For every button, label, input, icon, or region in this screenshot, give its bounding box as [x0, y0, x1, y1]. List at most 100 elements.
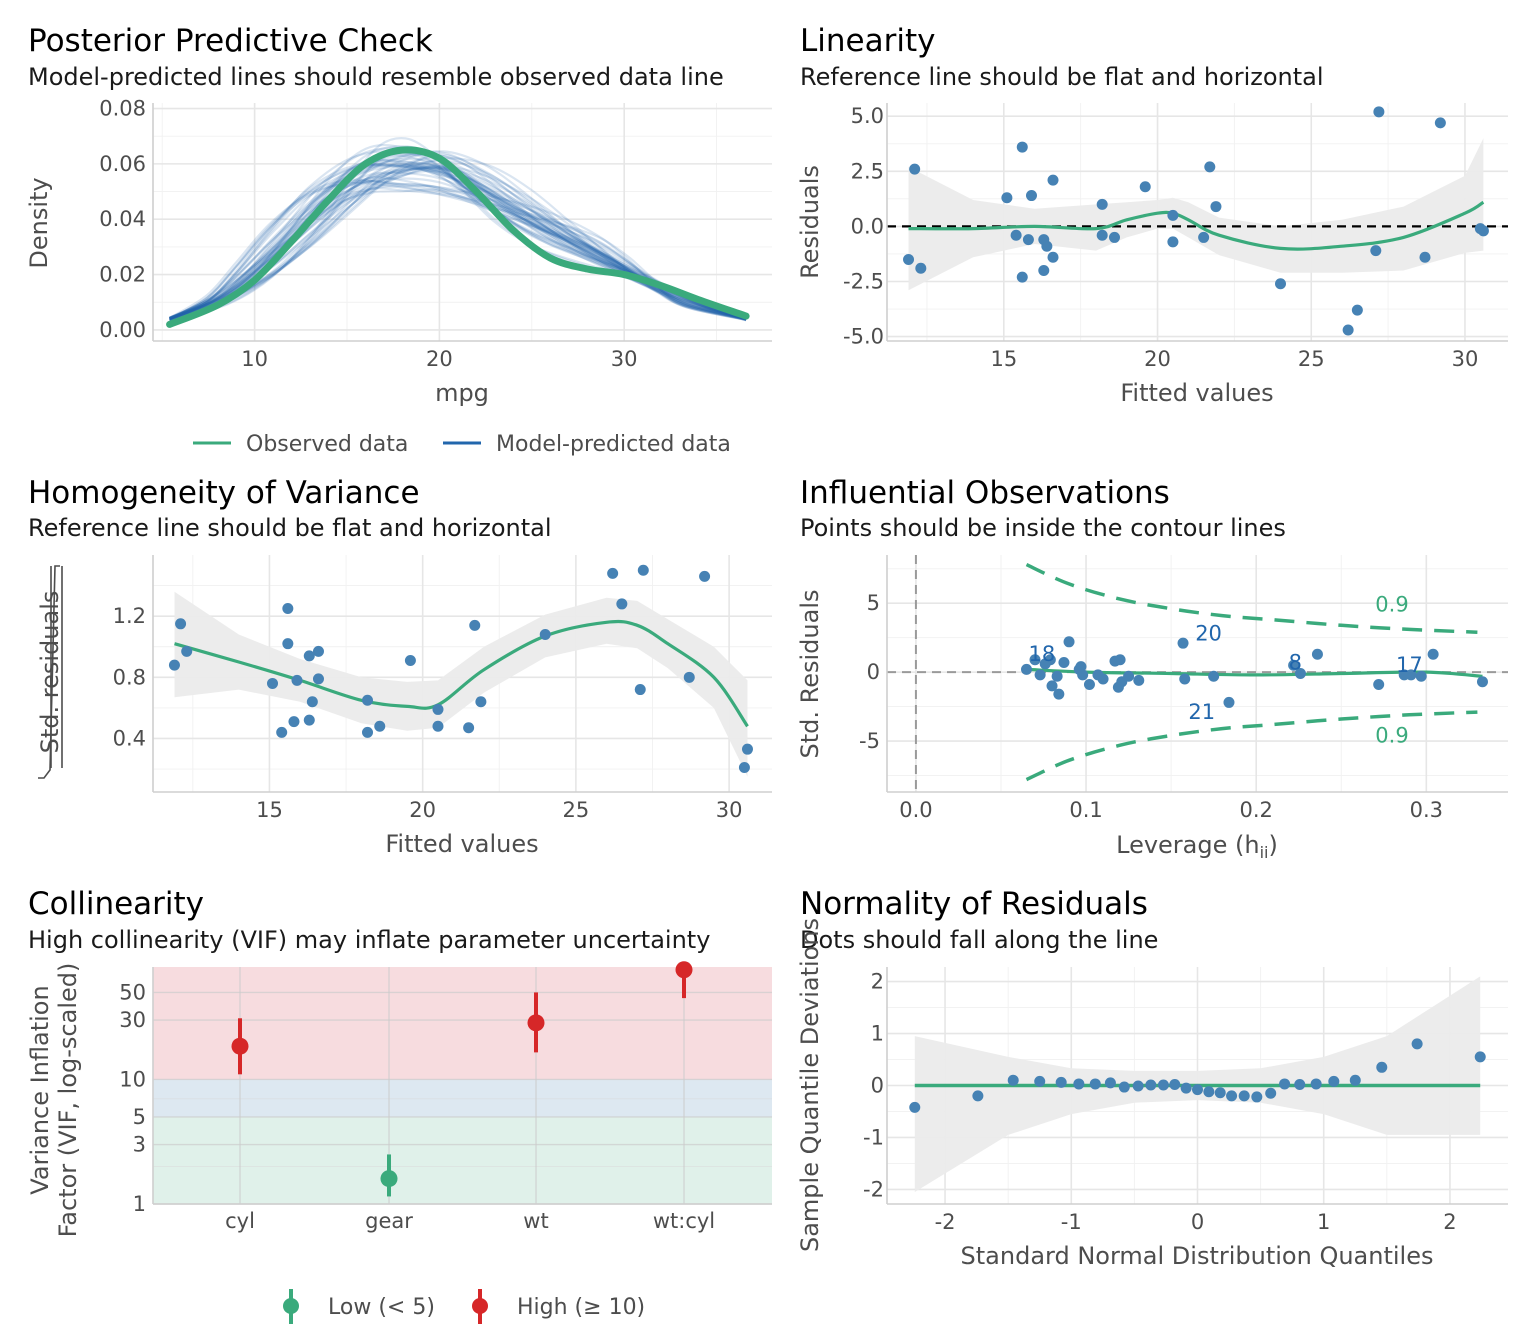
x-tick-label: 15 [990, 347, 1017, 371]
data-point [1192, 1084, 1203, 1096]
data-point [1223, 696, 1235, 708]
observed-density-line [166, 146, 750, 328]
panel-title: Posterior Predictive Check [28, 23, 433, 59]
data-point [1055, 1076, 1067, 1088]
y-tick-label: 0.02 [99, 263, 146, 287]
data-point [463, 722, 475, 734]
data-point [1214, 1087, 1226, 1099]
x-axis-label: mpg [435, 379, 489, 407]
data-point [1351, 304, 1363, 316]
legend: Observed data Model-predicted data [193, 432, 731, 457]
data-point [1238, 1090, 1250, 1102]
data-point [1034, 1075, 1046, 1087]
panel-title: Homogeneity of Variance [28, 475, 420, 511]
data-point [175, 618, 187, 630]
data-point [903, 253, 915, 265]
panel-linearity: Linearity Reference line should be flat … [796, 23, 1508, 407]
data-point [1203, 1086, 1215, 1098]
y-axis-label: Std. Residuals [796, 590, 824, 759]
legend-key-high-dot [472, 1298, 488, 1314]
data-point [1016, 271, 1028, 283]
data-point [1311, 648, 1323, 660]
x-tick-label: 30 [1452, 347, 1479, 371]
data-point [741, 743, 753, 755]
data-point [1204, 161, 1216, 173]
legend-key-low-dot [283, 1298, 299, 1314]
legend: Low (< 5) High (≥ 10) [283, 1289, 645, 1324]
data-point [972, 1090, 984, 1102]
y-tick-label: 1 [133, 1192, 146, 1216]
point-id-label: 8 [1289, 650, 1302, 674]
data-point [1373, 679, 1385, 691]
legend-label-low: Low (< 5) [328, 1295, 435, 1320]
cooks-contour-upper [1025, 563, 1478, 634]
data-point [738, 762, 750, 774]
data-point [1038, 264, 1050, 276]
data-point [1342, 324, 1354, 336]
y-tick-label: 10 [119, 1067, 146, 1091]
data-point [1007, 1074, 1019, 1086]
data-point [637, 564, 649, 576]
data-point [1063, 636, 1075, 648]
data-point [1034, 669, 1046, 681]
loess-line [908, 200, 1485, 251]
panel-normality: Normality of Residuals Dots should fall … [796, 886, 1508, 1270]
data-point [1376, 1061, 1388, 1073]
y-tick-label: 0.06 [99, 152, 146, 176]
data-point [1044, 654, 1056, 666]
x-tick-label: wt:cyl [653, 1209, 715, 1233]
y-tick-label: 0 [871, 1074, 884, 1098]
data-point [909, 163, 921, 175]
data-point [607, 567, 619, 579]
confidence-band [174, 591, 748, 777]
data-point [1097, 673, 1109, 685]
data-point [1041, 240, 1053, 252]
y-tick-label: -2.5 [843, 270, 884, 294]
x-tick-label: 25 [563, 798, 590, 822]
data-point [1419, 251, 1431, 263]
data-point [1210, 201, 1222, 213]
x-axis-label-end: ) [1268, 831, 1277, 859]
x-tick-label: 0.3 [1410, 798, 1443, 822]
data-point [1029, 654, 1041, 666]
x-tick-label: -2 [935, 1210, 956, 1234]
data-point [1157, 1079, 1169, 1091]
legend-label-predicted: Model-predicted data [496, 432, 731, 457]
y-tick-label: 2 [871, 970, 884, 994]
y-axis-label: Std. residuals [36, 591, 64, 754]
plot-area: 15 20 25 30 -5.0 -2.5 0.0 2.5 5.0 [843, 103, 1508, 371]
data-point [1053, 688, 1065, 700]
data-point [1226, 1090, 1238, 1102]
y-tick-label: 50 [119, 980, 146, 1004]
panel-collinearity: Collinearity High collinearity (VIF) may… [26, 886, 772, 1324]
data-point [432, 720, 444, 732]
data-point [1016, 141, 1028, 153]
data-point [915, 262, 927, 274]
y-tick-label: 0 [867, 660, 880, 684]
x-tick-label: -1 [1061, 1210, 1082, 1234]
point-id-label: 18 [1028, 642, 1055, 666]
data-point [1169, 1078, 1181, 1090]
data-point [303, 650, 315, 662]
data-point [291, 674, 303, 686]
data-point [1427, 648, 1439, 660]
plot-area: 10 20 30 0.00 0.02 0.04 0.06 0.08 [99, 97, 772, 371]
panel-subtitle: Points should be inside the contour line… [800, 514, 1286, 542]
data-point [616, 598, 628, 610]
predicted-draw-line [169, 159, 747, 322]
data-point [1265, 1087, 1277, 1099]
vif-point [527, 1014, 545, 1032]
y-tick-label: 1 [871, 1022, 884, 1046]
data-point [1328, 1075, 1340, 1087]
data-point [1275, 278, 1287, 290]
data-point [1294, 1078, 1306, 1090]
predicted-draw-line [169, 177, 747, 320]
data-point [312, 673, 324, 685]
legend-label-observed: Observed data [246, 432, 408, 457]
data-point [1349, 1074, 1361, 1086]
data-point [1477, 225, 1489, 237]
predicted-draw-line [169, 182, 747, 320]
data-point [1001, 192, 1013, 204]
panel-title: Linearity [800, 23, 935, 59]
y-axis-label-line1: Variance Inflation [26, 985, 54, 1194]
